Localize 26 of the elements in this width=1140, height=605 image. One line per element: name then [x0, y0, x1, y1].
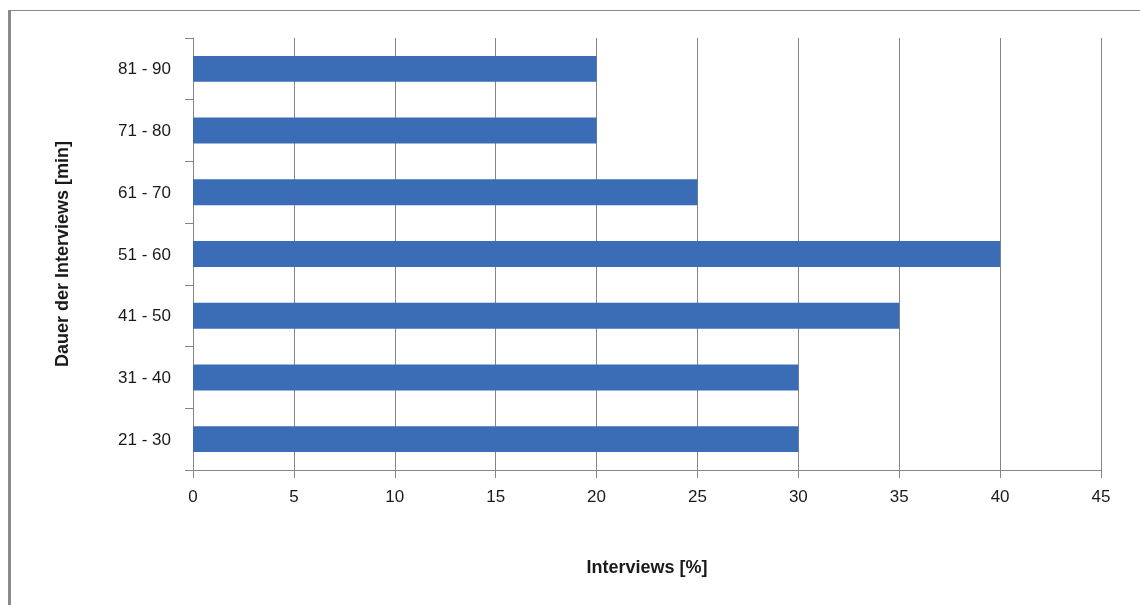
y-axis-title: Dauer der Interviews [min] — [52, 140, 72, 368]
x-tick-label: 5 — [289, 487, 299, 506]
x-tick-label: 45 — [1091, 487, 1111, 506]
x-tick-label: 25 — [687, 487, 707, 506]
bar — [193, 117, 597, 144]
bar — [193, 55, 597, 82]
y-tick-label: 81 - 90 — [118, 59, 171, 79]
y-tick-label: 61 - 70 — [118, 182, 171, 202]
x-tick-label: 10 — [385, 487, 405, 506]
x-axis-title: Interviews [%] — [586, 557, 708, 577]
bar — [193, 426, 799, 453]
y-tick-label: 71 - 80 — [118, 121, 171, 141]
x-tick-label: 40 — [990, 487, 1010, 506]
x-tick-label: 20 — [587, 487, 607, 506]
y-tick-label: 21 - 30 — [118, 429, 171, 449]
bar — [193, 179, 698, 206]
bar — [193, 241, 1001, 267]
x-tick-label: 30 — [788, 487, 808, 506]
y-tick-label: 41 - 50 — [118, 306, 171, 326]
y-tick-label: 31 - 40 — [118, 367, 171, 387]
x-tick-label: 35 — [889, 487, 909, 506]
x-tick-label: 15 — [486, 487, 506, 506]
y-tick-label: 51 - 60 — [118, 244, 171, 264]
bar — [193, 364, 799, 391]
bar — [193, 302, 900, 329]
x-tick-label: 0 — [188, 487, 198, 506]
